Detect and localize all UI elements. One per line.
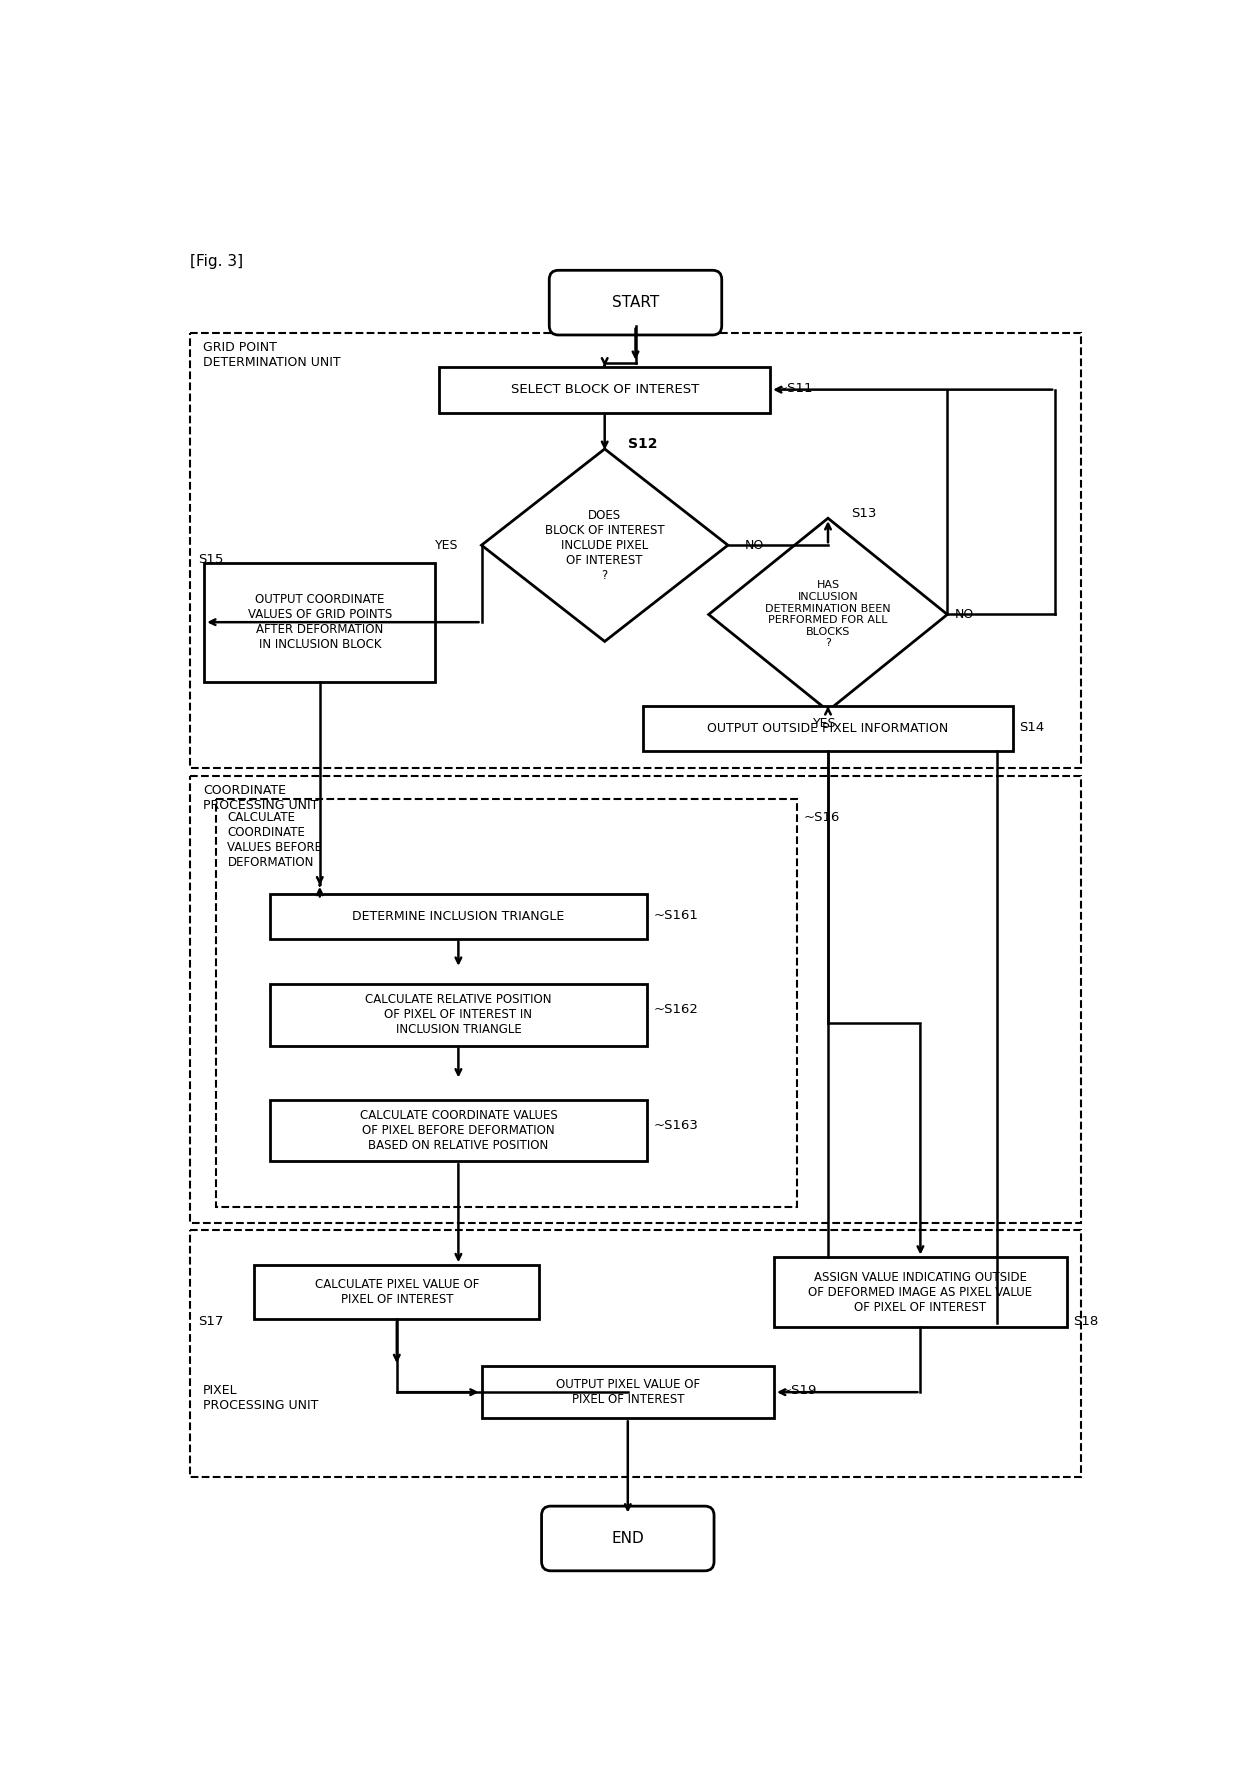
Text: [Fig. 3]: [Fig. 3] [191,253,243,269]
Text: HAS
INCLUSION
DETERMINATION BEEN
PERFORMED FOR ALL
BLOCKS
?: HAS INCLUSION DETERMINATION BEEN PERFORM… [765,580,890,648]
FancyBboxPatch shape [774,1258,1066,1327]
Text: ~S19: ~S19 [780,1384,817,1397]
FancyBboxPatch shape [439,366,770,412]
Text: CALCULATE
COORDINATE
VALUES BEFORE
DEFORMATION: CALCULATE COORDINATE VALUES BEFORE DEFOR… [227,812,322,869]
Text: YES: YES [812,717,836,730]
Text: CALCULATE COORDINATE VALUES
OF PIXEL BEFORE DEFORMATION
BASED ON RELATIVE POSITI: CALCULATE COORDINATE VALUES OF PIXEL BEF… [360,1110,557,1152]
FancyBboxPatch shape [254,1265,539,1318]
FancyBboxPatch shape [205,562,435,681]
FancyBboxPatch shape [270,1099,647,1161]
Text: OUTPUT OUTSIDE PIXEL INFORMATION: OUTPUT OUTSIDE PIXEL INFORMATION [707,723,949,735]
Text: S15: S15 [198,553,223,566]
Text: NO: NO [955,608,975,621]
Text: ~S162: ~S162 [653,1003,698,1017]
Polygon shape [708,517,947,710]
FancyBboxPatch shape [270,894,647,938]
FancyBboxPatch shape [644,706,1013,751]
Text: START: START [611,294,660,310]
Text: ~S16: ~S16 [804,812,839,824]
Polygon shape [481,450,728,642]
Text: ~S161: ~S161 [653,908,698,922]
Text: CALCULATE PIXEL VALUE OF
PIXEL OF INTEREST: CALCULATE PIXEL VALUE OF PIXEL OF INTERE… [315,1277,479,1306]
Text: GRID POINT
DETERMINATION UNIT: GRID POINT DETERMINATION UNIT [203,341,341,369]
Text: OUTPUT COORDINATE
VALUES OF GRID POINTS
AFTER DEFORMATION
IN INCLUSION BLOCK: OUTPUT COORDINATE VALUES OF GRID POINTS … [248,592,392,651]
Text: S13: S13 [851,507,877,519]
Text: SELECT BLOCK OF INTEREST: SELECT BLOCK OF INTEREST [511,384,699,396]
Text: ~S163: ~S163 [653,1119,698,1131]
Text: S17: S17 [198,1315,223,1327]
Text: DOES
BLOCK OF INTEREST
INCLUDE PIXEL
OF INTEREST
?: DOES BLOCK OF INTEREST INCLUDE PIXEL OF … [544,508,665,582]
Text: END: END [611,1531,644,1547]
Text: S12: S12 [627,437,657,451]
Text: S18: S18 [1073,1315,1099,1327]
Text: ~S11: ~S11 [776,382,813,394]
Text: YES: YES [435,539,459,551]
FancyBboxPatch shape [481,1367,774,1418]
FancyBboxPatch shape [542,1506,714,1572]
Text: NO: NO [745,539,764,551]
Text: OUTPUT PIXEL VALUE OF
PIXEL OF INTEREST: OUTPUT PIXEL VALUE OF PIXEL OF INTEREST [556,1379,699,1406]
Text: CALCULATE RELATIVE POSITION
OF PIXEL OF INTEREST IN
INCLUSION TRIANGLE: CALCULATE RELATIVE POSITION OF PIXEL OF … [365,994,552,1037]
Text: COORDINATE
PROCESSING UNIT: COORDINATE PROCESSING UNIT [203,783,319,812]
FancyBboxPatch shape [270,985,647,1045]
FancyBboxPatch shape [549,271,722,335]
Text: PIXEL
PROCESSING UNIT: PIXEL PROCESSING UNIT [203,1384,319,1413]
Text: DETERMINE INCLUSION TRIANGLE: DETERMINE INCLUSION TRIANGLE [352,910,564,922]
Text: S14: S14 [1019,721,1044,733]
Text: ASSIGN VALUE INDICATING OUTSIDE
OF DEFORMED IMAGE AS PIXEL VALUE
OF PIXEL OF INT: ASSIGN VALUE INDICATING OUTSIDE OF DEFOR… [808,1270,1033,1313]
